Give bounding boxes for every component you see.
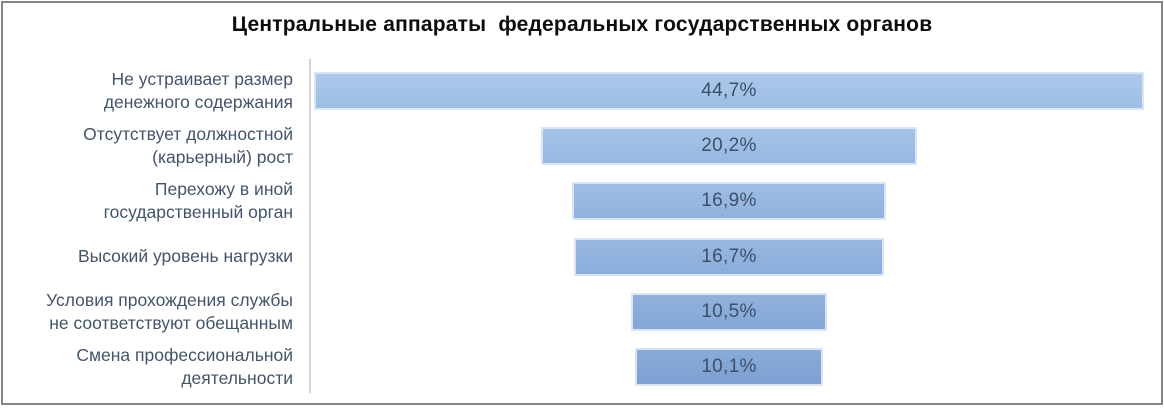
plot-cell: 10,5% <box>309 284 1147 339</box>
chart-row: Не устраивает размер денежного содержани… <box>11 63 1147 118</box>
category-label: Перехожу в иной государственный орган <box>11 178 309 224</box>
plot-cell: 10,1% <box>309 339 1147 394</box>
bar-chart: Не устраивает размер денежного содержани… <box>11 59 1147 395</box>
data-label: 20,2% <box>701 134 757 156</box>
data-label: 10,5% <box>701 300 757 322</box>
category-label: Отсутствует должностной (карьерный) рост <box>11 123 309 169</box>
category-label: Смена профессиональной деятельности <box>11 344 309 390</box>
category-label-line: Перехожу в иной <box>154 179 293 200</box>
data-label: 10,1% <box>701 356 757 378</box>
chart-row: Отсутствует должностной (карьерный) рост… <box>11 118 1147 173</box>
chart-title: Центральные аппараты федеральных государ… <box>231 13 933 36</box>
category-label: Не устраивает размер денежного содержани… <box>11 68 309 114</box>
chart-row: Высокий уровень нагрузки 16,7% <box>11 229 1147 284</box>
plot-cell: 20,2% <box>309 118 1147 173</box>
bar: 16,9% <box>572 182 886 221</box>
category-label: Высокий уровень нагрузки <box>11 245 309 268</box>
category-label: Условия прохождения службы не соответств… <box>11 289 309 335</box>
data-label: 44,7% <box>701 79 757 101</box>
category-label-line: Условия прохождения службы <box>46 290 293 311</box>
plot-cell: 16,9% <box>309 174 1147 229</box>
chart-row: Смена профессиональной деятельности 10,1… <box>11 339 1147 394</box>
data-label: 16,7% <box>701 245 757 267</box>
bar: 44,7% <box>313 71 1145 110</box>
plot-cell: 44,7% <box>309 63 1147 118</box>
data-label: 16,9% <box>701 190 757 212</box>
category-label-line: Смена профессиональной <box>76 345 293 366</box>
category-label-line: не соответствуют обещанным <box>49 312 293 333</box>
category-label-line: Высокий уровень нагрузки <box>77 246 293 267</box>
category-label-line: деятельности <box>181 368 293 389</box>
category-label-line: (карьерный) рост <box>152 146 293 167</box>
category-label-line: государственный орган <box>103 202 293 223</box>
category-label-line: денежного содержания <box>103 91 293 112</box>
bar: 16,7% <box>573 237 885 276</box>
chart-row: Перехожу в иной государственный орган 16… <box>11 174 1147 229</box>
category-label-line: Отсутствует должностной <box>83 124 293 145</box>
category-label-line: Не устраивает размер <box>111 68 293 89</box>
bar: 20,2% <box>541 126 917 165</box>
chart-row: Условия прохождения службы не соответств… <box>11 284 1147 339</box>
bar: 10,1% <box>635 348 823 387</box>
category-axis-line <box>309 59 311 393</box>
bar: 10,5% <box>631 292 827 331</box>
plot-cell: 16,7% <box>309 229 1147 284</box>
